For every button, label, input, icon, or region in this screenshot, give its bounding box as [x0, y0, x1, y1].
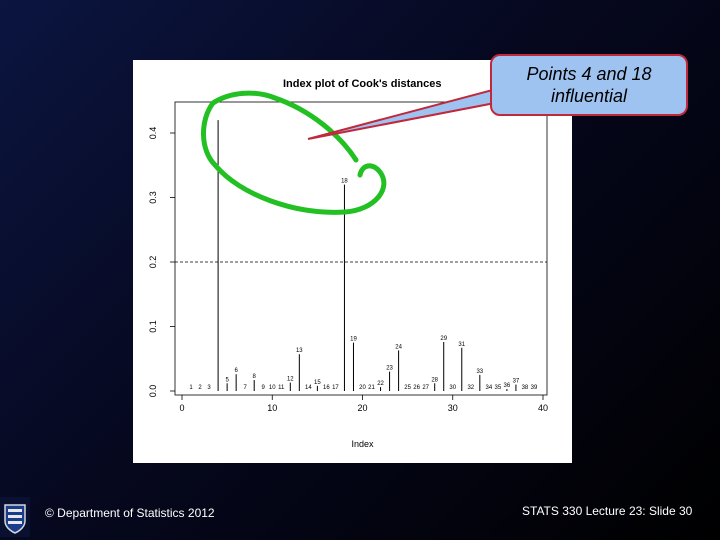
point-label: 30	[449, 385, 456, 391]
point-label: 12	[287, 377, 294, 383]
x-tick-label: 30	[448, 403, 458, 413]
point-label: 3	[207, 385, 211, 391]
y-tick-label: 0.0	[148, 385, 158, 398]
point-label: 27	[422, 385, 429, 391]
point-label: 29	[440, 336, 447, 342]
point-label: 19	[350, 337, 357, 343]
point-label: 17	[332, 385, 339, 391]
point-label: 15	[314, 380, 321, 386]
point-label: 31	[458, 342, 465, 348]
point-label: 7	[244, 385, 248, 391]
cooks-distance-plot: Index plot of Cook's distances 0 10 20 30 40 0…	[148, 78, 548, 449]
y-tick-label: 0.2	[148, 256, 158, 269]
university-crest-icon	[0, 497, 30, 537]
plot-panel: Index plot of Cook's distances 0 10 20 30 40 0…	[133, 60, 572, 463]
point-label: 16	[323, 385, 330, 391]
point-label: 14	[305, 385, 312, 391]
callout-line-2: influential	[550, 86, 628, 106]
point-label: 1	[189, 385, 193, 391]
point-label: 13	[296, 348, 303, 354]
point-label: 2	[198, 385, 202, 391]
point-label: 25	[404, 385, 411, 391]
point-label: 11	[278, 385, 285, 391]
point-label: 39	[531, 385, 538, 391]
point-label: 36	[504, 383, 511, 389]
point-label: 10	[269, 385, 276, 391]
plot-frame	[174, 101, 548, 396]
callout-line-1: Points 4 and 18	[526, 64, 652, 84]
point-label: 21	[368, 385, 375, 391]
point-label: 8	[253, 374, 257, 380]
x-tick-label: 10	[267, 403, 277, 413]
point-label: 37	[513, 379, 520, 385]
point-label: 35	[495, 385, 502, 391]
point-label: 23	[386, 366, 393, 372]
point-label: 22	[377, 381, 384, 387]
point-label: 24	[395, 344, 402, 350]
point-label: 34	[486, 385, 493, 391]
point-label: 28	[431, 377, 438, 383]
point-label: 33	[476, 369, 483, 375]
x-axis-label: Index	[351, 439, 374, 449]
x-tick-label: 0	[179, 403, 184, 413]
y-tick-label: 0.1	[148, 320, 158, 333]
chart-title: Index plot of Cook's distances	[283, 78, 441, 90]
point-label: 26	[413, 385, 420, 391]
y-tick-label: 0.3	[148, 191, 158, 204]
x-tick-label: 40	[538, 403, 548, 413]
y-tick-label: 0.4	[148, 127, 158, 140]
footer-slide-number: STATS 330 Lecture 23: Slide 30	[522, 504, 693, 518]
point-label: 9	[262, 385, 266, 391]
point-label: 6	[234, 368, 238, 374]
point-label: 38	[522, 385, 529, 391]
point-label: 20	[359, 385, 366, 391]
point-label: 32	[467, 385, 474, 391]
x-tick-label: 20	[357, 403, 367, 413]
point-label: 18	[341, 179, 348, 185]
callout-box: Points 4 and 18 influential	[490, 54, 688, 116]
footer-copyright: © Department of Statistics 2012	[45, 506, 215, 520]
point-label: 5	[225, 377, 229, 383]
